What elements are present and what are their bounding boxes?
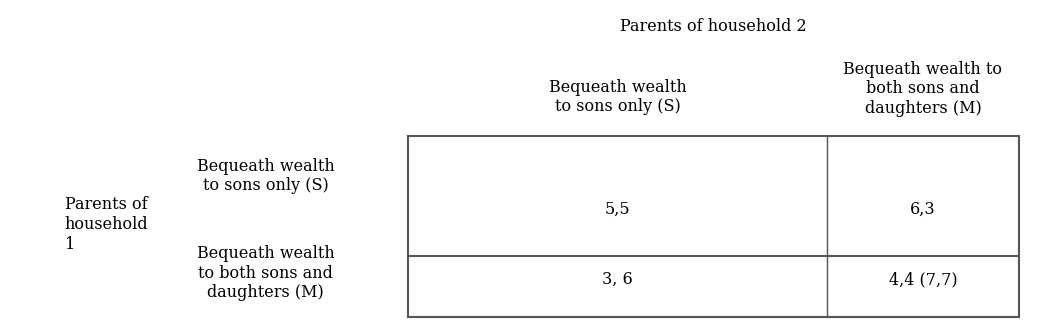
Text: Bequeath wealth
to sons only (S): Bequeath wealth to sons only (S) [197,157,334,194]
Text: Parents of household 2: Parents of household 2 [620,18,808,35]
Text: 6,3: 6,3 [910,201,936,218]
Text: Bequeath wealth
to sons only (S): Bequeath wealth to sons only (S) [549,79,687,116]
Text: 4,4 (7,7): 4,4 (7,7) [889,271,958,288]
Text: Bequeath wealth to
both sons and
daughters (M): Bequeath wealth to both sons and daughte… [843,61,1002,117]
Text: Bequeath wealth
to both sons and
daughters (M): Bequeath wealth to both sons and daughte… [197,245,334,301]
Text: 5,5: 5,5 [604,201,630,218]
Text: Parents of
household
1: Parents of household 1 [65,196,148,253]
Text: 3, 6: 3, 6 [602,271,632,288]
